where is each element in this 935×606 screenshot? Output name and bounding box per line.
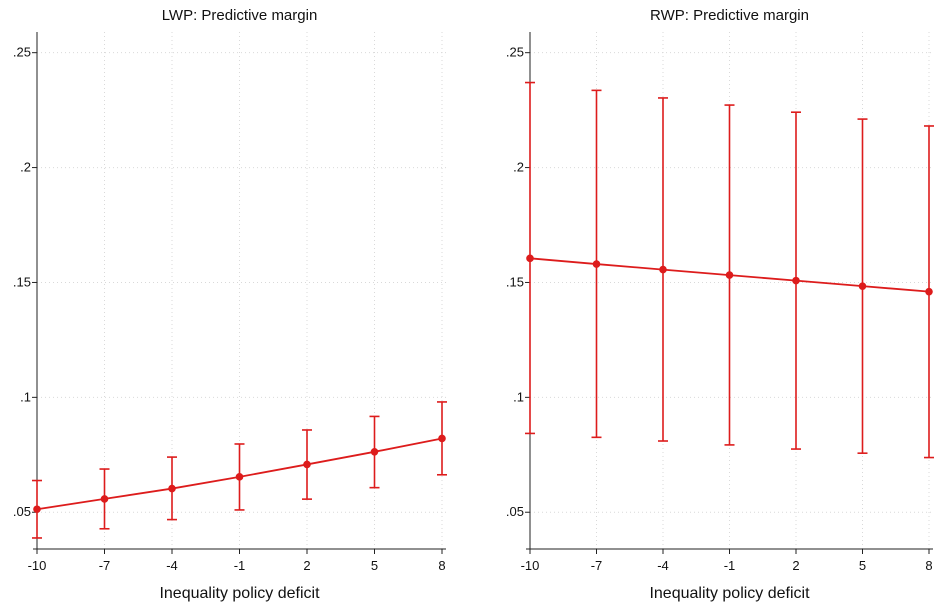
data-point [858,282,867,290]
x-tick-label: 5 [371,558,378,573]
data-point [725,271,734,279]
data-point [925,287,933,296]
chart-title: RWP: Predictive margin [650,7,809,24]
x-tick-label: -10 [521,558,540,573]
y-tick-label: .05 [13,504,31,519]
x-tick-label: 2 [303,558,310,573]
x-tick-label: 2 [792,558,799,573]
y-tick-label: .2 [20,160,31,175]
data-point [438,434,446,443]
data-point [370,448,379,456]
y-tick-label: .2 [513,160,524,175]
x-tick-label: -1 [234,558,246,573]
chart-title: LWP: Predictive margin [162,7,318,24]
chart-panel-2: .05 .1 .15 .2 .25 -10 -7 -4 -1 2 5 8 RWP: Predictive… [506,7,934,602]
data-point [33,505,41,514]
y-tick-label: .25 [13,45,31,60]
data-point [659,265,667,274]
y-tick-label: .1 [20,389,31,404]
y-tick-label: .05 [506,504,524,519]
data-point [168,484,176,493]
x-tick-label: 8 [925,558,932,573]
x-tick-label: -10 [28,558,47,573]
y-tick-label: .25 [506,45,524,60]
data-point [303,460,311,469]
x-tick-label: -7 [99,558,111,573]
chart-panel-1: .05 .1 .15 .2 .25 -10 -7 -4 -1 2 5 8 LWP: Predictive… [13,7,447,602]
y-tick-label: .15 [13,274,31,289]
data-point [526,254,534,263]
data-point [592,260,601,268]
x-tick-label: 8 [438,558,445,573]
x-tick-label: -4 [166,558,178,573]
data-point [792,276,800,285]
data-point [100,495,109,503]
x-tick-label: -7 [591,558,603,573]
y-tick-label: .15 [506,274,524,289]
x-tick-label: 5 [859,558,866,573]
data-point [235,473,244,481]
y-tick-label: .1 [513,389,524,404]
x-tick-label: -1 [724,558,736,573]
x-axis-label: Inequality policy deficit [159,585,320,602]
x-axis-label: Inequality policy deficit [649,585,810,602]
x-tick-label: -4 [657,558,669,573]
